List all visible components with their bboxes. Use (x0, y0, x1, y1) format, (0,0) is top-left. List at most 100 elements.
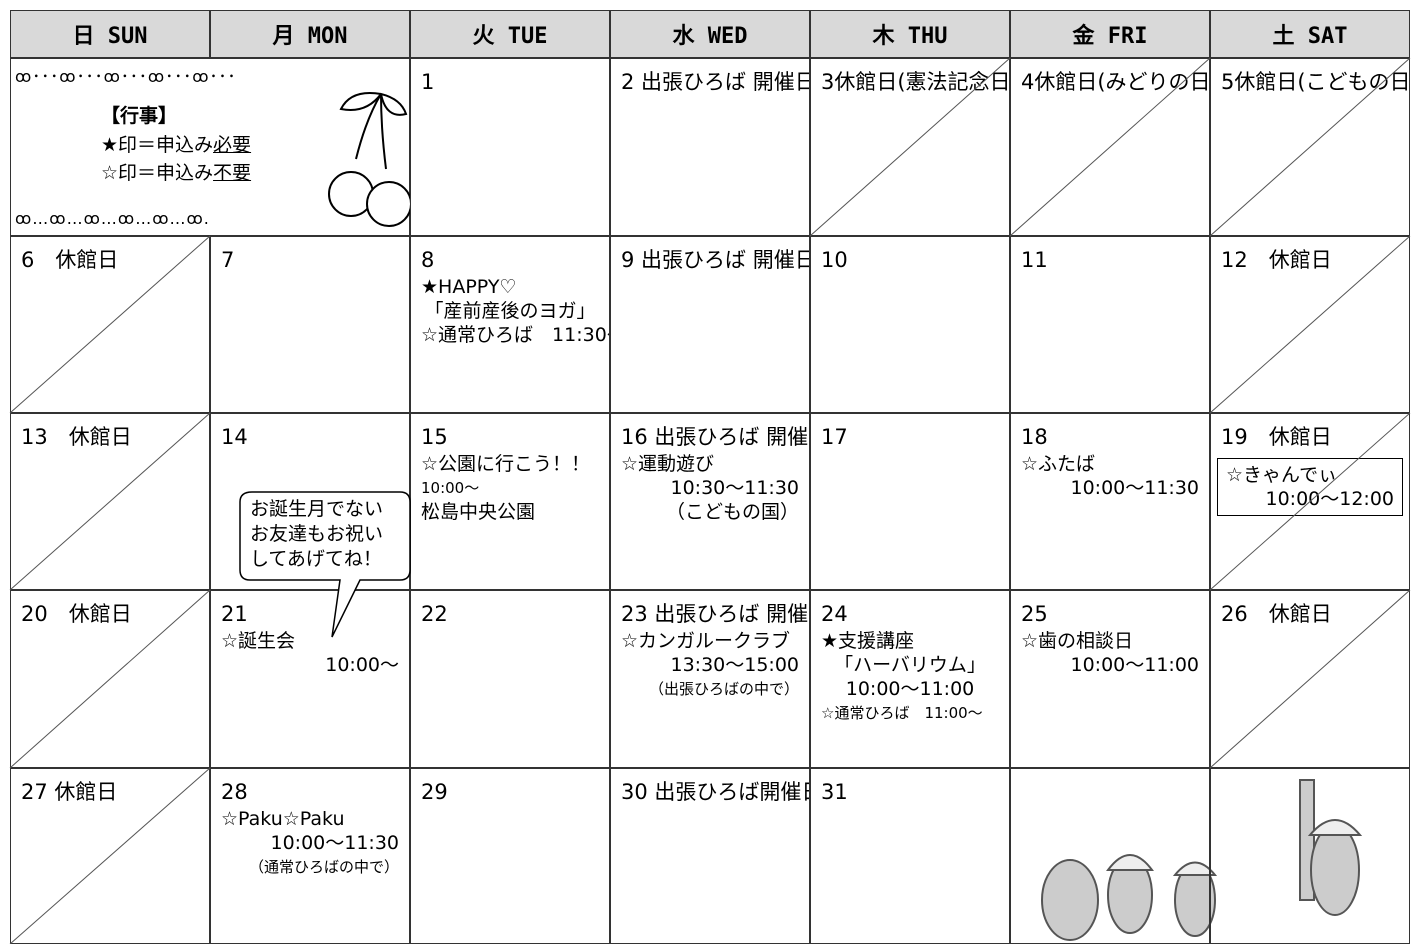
day-cell: 19 休館日 ☆きゃんでぃ 10:00～12:00 (1210, 413, 1410, 590)
day-cell: 12 休館日 (1210, 236, 1410, 413)
day-cell: 7 (210, 236, 410, 413)
day-cell: 16 出張ひろば 開催日 ☆運動遊び 10:30～11:30 （こどもの国） (610, 413, 810, 590)
event-line: 10:00～ (421, 479, 480, 497)
event-line: ☆ふたば (1021, 453, 1096, 475)
bubble-line: してあげてね！ (250, 548, 382, 570)
event-line: 10:00～11:30 (1070, 477, 1199, 499)
day-cell: 18 ☆ふたば 10:00～11:30 (1010, 413, 1210, 590)
bubble-line: お友達もお祝い (250, 523, 384, 545)
date-line: 23 出張ひろば 開催日 (621, 602, 810, 626)
day-cell: 3休館日(憲法記念日) (810, 58, 1010, 236)
empty-cell (1010, 768, 1210, 944)
cherry-icon (328, 92, 411, 227)
date-line: 20 休館日 (21, 602, 132, 626)
date-line: 24 (821, 602, 848, 626)
event-line: 13:30～15:00 (670, 654, 799, 676)
date-line: 12 休館日 (1221, 248, 1332, 272)
day-cell: 8 ★HAPPY♡ 「産前産後のヨガ」 ☆通常ひろば 11:30～ (410, 236, 610, 413)
day-cell: 5休館日(こどもの日) (1210, 58, 1410, 236)
date-line: 31 (821, 780, 848, 804)
legend-line: ★印＝申込み必要 (101, 131, 251, 159)
date-line: 8 (421, 248, 435, 272)
day-cell: 29 (410, 768, 610, 944)
day-cell: 13 休館日 (10, 413, 210, 590)
date-line: 6 休館日 (21, 248, 119, 272)
date-line: 27 休館日 (21, 780, 118, 804)
day-cell: 24 ★支援講座 「ハーバリウム」 10:00～11:00 ☆通常ひろば 11:00～ (810, 590, 1010, 768)
legend-text: ★印＝申込み (101, 134, 214, 156)
date-line: 9 出張ひろば 開催日 (621, 248, 810, 272)
day-cell: 4休館日(みどりの日) (1010, 58, 1210, 236)
day-cell: 21 ☆誕生会 10:00～ (210, 590, 410, 768)
date-line: 17 (821, 425, 848, 449)
date-line: 26 休館日 (1221, 602, 1332, 626)
day-cell: 2 出張ひろば 開催日 (610, 58, 810, 236)
event-line: 松島中央公園 (421, 501, 536, 523)
date-line: 28 (221, 780, 248, 804)
event-line: 「ハーバリウム」 (834, 654, 986, 676)
day-header: 火 TUE (410, 10, 610, 58)
day-header: 土 SAT (1210, 10, 1410, 58)
date-line: 4休館日(みどりの日) (1021, 70, 1210, 94)
day-cell: 11 (1010, 236, 1210, 413)
date-line: 15 (421, 425, 448, 449)
empty-cell (1210, 768, 1410, 944)
day-cell: 30 出張ひろば開催日 (610, 768, 810, 944)
legend-cell: ꝏ･･･ꝏ･･･ꝏ･･･ꝏ･･･ꝏ･･･ ꝏ…ꝏ…ꝏ…ꝏ…ꝏ…ꝏ. 【行事】 ★… (10, 58, 411, 236)
date-line: 7 (221, 248, 235, 272)
date-line: 21 (221, 602, 248, 626)
day-cell: 22 (410, 590, 610, 768)
event-line: 「産前産後のヨガ」 (424, 300, 596, 322)
date-line: 13 休館日 (21, 425, 132, 449)
day-cell: 28 ☆Paku☆Paku 10:00～11:30 （通常ひろばの中で） (210, 768, 410, 944)
event-line: ☆きゃんでぃ (1226, 464, 1338, 486)
day-cell: 25 ☆歯の相談日 10:00～11:00 (1010, 590, 1210, 768)
event-line: ☆運動遊び (621, 453, 715, 475)
day-cell: 6 休館日 (10, 236, 210, 413)
day-header: 金 FRI (1010, 10, 1210, 58)
date-line: 29 (421, 780, 448, 804)
date-line: 25 (1021, 602, 1048, 626)
day-cell: 20 休館日 (10, 590, 210, 768)
event-line: ☆通常ひろば 11:00～ (821, 704, 983, 722)
day-cell: 1 (410, 58, 610, 236)
event-line: ★支援講座 (821, 630, 915, 652)
day-cell: 23 出張ひろば 開催日 ☆カンガルークラブ 13:30～15:00 （出張ひろばの中… (610, 590, 810, 768)
day-cell: 9 出張ひろば 開催日 (610, 236, 810, 413)
event-line: 10:00～ (325, 654, 399, 676)
event-line: （こどもの国） (665, 501, 799, 523)
event-line: 10:00～12:00 (1265, 488, 1394, 510)
event-line: 10:30～11:30 (670, 477, 799, 499)
date-line: 19 休館日 (1221, 425, 1332, 449)
date-line: 18 (1021, 425, 1048, 449)
date-line: 22 (421, 602, 448, 626)
day-cell: 17 (810, 413, 1010, 590)
legend-emphasis: 不要 (213, 162, 252, 184)
event-line: ☆歯の相談日 (1021, 630, 1134, 652)
bubble-line: お誕生月でない (250, 498, 384, 520)
day-cell: 31 (810, 768, 1010, 944)
day-cell: 26 休館日 (1210, 590, 1410, 768)
date-line: 2 出張ひろば 開催日 (621, 70, 810, 94)
event-line: （通常ひろばの中で） (248, 858, 399, 876)
event-line: ☆Paku☆Paku (221, 808, 345, 830)
day-header: 日 SUN (10, 10, 210, 58)
legend-title: 【行事】 (101, 105, 178, 127)
date-line: 30 出張ひろば開催日 (621, 780, 810, 804)
event-line: ☆誕生会 (221, 630, 296, 652)
date-line: 1 (421, 70, 435, 94)
date-line: 3休館日(憲法記念日) (821, 70, 1010, 94)
event-line: ☆カンガルークラブ (621, 630, 791, 652)
event-line: 10:00～11:30 (270, 832, 399, 854)
date-line: 14 (221, 425, 248, 449)
date-line: 5休館日(こどもの日) (1221, 70, 1410, 94)
day-header: 木 THU (810, 10, 1010, 58)
day-cell: 10 (810, 236, 1010, 413)
day-header: 月 MON (210, 10, 410, 58)
date-line: 10 (821, 248, 848, 272)
legend-text: ☆印＝申込み (101, 162, 214, 184)
event-box: ☆きゃんでぃ 10:00～12:00 (1217, 458, 1403, 516)
day-header: 水 WED (610, 10, 810, 58)
event-line: ☆公園に行こう！！ (421, 453, 591, 475)
